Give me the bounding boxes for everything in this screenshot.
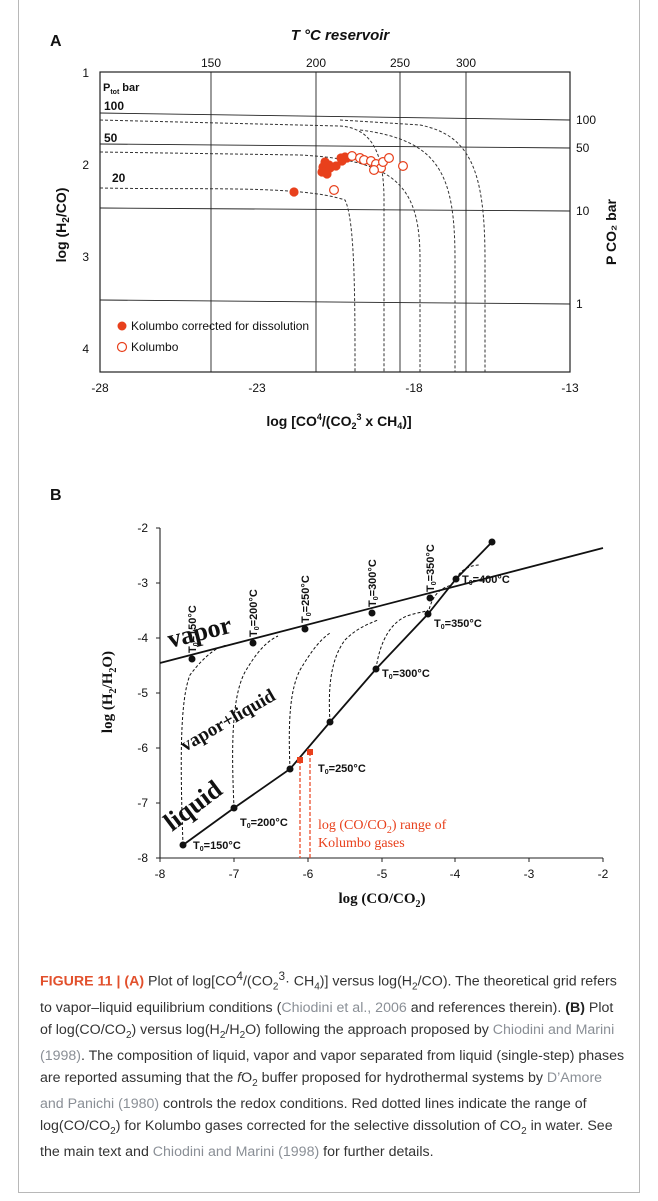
pressure-label-left: 50 (104, 131, 118, 145)
panel-a-plot-area (99, 71, 571, 373)
legend-open-label: Kolumbo (131, 340, 179, 354)
top-tick: 150 (201, 56, 221, 70)
kolumbo-corrected-point (322, 169, 332, 179)
x-tick: -18 (405, 381, 423, 395)
panel-b-x-ticks: -8 -7 -6 -5 -4 -3 -2 (155, 867, 609, 881)
liquid-label: liquid (158, 774, 228, 837)
kolumbo-point (347, 151, 358, 162)
panel-b-tickmarks (156, 527, 604, 862)
figure-caption: FIGURE 11 | (A) Plot of log[CO4/(CO23· C… (40, 969, 625, 1161)
y-tick: -6 (137, 741, 148, 755)
x-tick: -5 (377, 867, 388, 881)
x-tick: -8 (155, 867, 166, 881)
panel-b-y-title: log (H2/H2O) (100, 651, 119, 733)
panel-a-right-axis-title: P CO₂ bar (603, 199, 619, 265)
kolumbo-range-lines (299, 752, 311, 858)
temp-label: T0=150°C (193, 840, 241, 853)
temp-label: T0=150°C (187, 605, 200, 653)
panel-a-x-title: log [CO4/(CO23 x CH4)] (266, 412, 411, 431)
figure-frame (18, 0, 640, 1193)
kolumbo-points (329, 151, 409, 196)
x-tick: -28 (91, 381, 109, 395)
x-tick: -6 (303, 867, 314, 881)
x-tick: -7 (229, 867, 240, 881)
panel-a-pressure-lines (99, 112, 571, 305)
panel-b-points (179, 538, 496, 849)
temp-label: T0=400°C (462, 574, 510, 587)
panel-a-x-ticks: -28 -23 -18 -13 (91, 381, 579, 395)
y-tick: -7 (137, 796, 148, 810)
y-tick: -2 (137, 521, 148, 535)
y-tick: -8 (137, 851, 148, 865)
kolumbo-range-annotation: log (CO/CO2) range of (318, 818, 447, 836)
kolumbo-range-marker (307, 749, 313, 755)
vapor-liquid-label: vapor+liquid (177, 685, 280, 756)
panel-b-y-ticks: -2 -3 -4 -5 -6 -7 -8 (137, 521, 148, 865)
panel-b-dashed-connectors (180, 564, 481, 846)
x-tick: -23 (248, 381, 266, 395)
temp-label: T0=200°C (248, 589, 261, 637)
y-tick: 2 (82, 158, 89, 172)
panel-b-x-title: log (CO/CO2) (338, 891, 425, 910)
pressure-label-left: 20 (112, 171, 126, 185)
panel-b-liquid-temp-labels: T0=400°C T0=350°C T0=300°C T0=250°C T0=2… (193, 574, 510, 853)
panel-a-label: A (50, 33, 62, 50)
citation-link[interactable]: Chiodini and Marini (1998) (40, 1021, 615, 1065)
panel-a-top-ticks: 150 200 250 300 (201, 56, 476, 70)
temp-label: T0=250°C (300, 575, 313, 623)
temp-label: T0=300°C (367, 559, 380, 607)
kolumbo-point (384, 153, 395, 164)
figure-svg: A T °C reservoir 150 200 250 300 Ptot bar… (50, 27, 619, 910)
top-tick: 300 (456, 56, 476, 70)
temp-label: T0=350°C (425, 544, 438, 592)
pressure-label-right: 50 (576, 141, 590, 155)
panel-b-vapor-temp-labels: T0=150°C T0=200°C T0=250°C T0=300°C T0=3… (187, 544, 438, 653)
y-tick: 1 (82, 66, 89, 80)
legend-filled-label: Kolumbo corrected for dissolution (131, 319, 309, 333)
top-tick: 250 (390, 56, 410, 70)
kolumbo-range-annotation-2: Kolumbo gases (318, 836, 405, 851)
liquid-line (182, 541, 493, 846)
pressure-label-right: 100 (576, 113, 596, 127)
legend-filled-marker (117, 321, 127, 331)
panel-a-temp-lines (210, 72, 467, 372)
pressure-label-left: 100 (104, 99, 124, 113)
kolumbo-point (398, 161, 409, 172)
temp-label: T0=200°C (240, 817, 288, 830)
y-tick: 3 (82, 250, 89, 264)
citation-link[interactable]: Chiodini and Marini (1998) (152, 1144, 320, 1161)
temp-label: T0=250°C (318, 763, 366, 776)
y-tick: -4 (137, 631, 148, 645)
kolumbo-corrected-point (331, 161, 341, 171)
panel-a-y-title: log (H2/CO) (53, 188, 72, 263)
x-tick: -3 (524, 867, 535, 881)
top-tick: 200 (306, 56, 326, 70)
kolumbo-corrected-points (289, 152, 352, 197)
caption-figure-label: FIGURE 11 | (A) (40, 973, 145, 990)
x-tick: -2 (598, 867, 609, 881)
y-tick: -3 (137, 576, 148, 590)
kolumbo-point (329, 185, 340, 196)
ptot-label: Ptot bar (103, 82, 140, 96)
vapor-line (159, 547, 604, 664)
y-tick: 4 (82, 342, 89, 356)
panel-b-label: B (50, 487, 62, 504)
panel-a-dashed-curves (99, 119, 486, 373)
citation-link[interactable]: D’Amore and Panichi (1980) (40, 1069, 603, 1113)
temp-label: T0=300°C (382, 668, 430, 681)
pressure-label-right: 1 (576, 297, 583, 311)
x-tick: -4 (450, 867, 461, 881)
kolumbo-range-marker (297, 757, 303, 763)
kolumbo-point (369, 165, 380, 176)
panel-a-y-ticks: 1 2 3 4 (82, 66, 89, 356)
kolumbo-corrected-point (289, 187, 299, 197)
panel-a-top-axis-title: T °C reservoir (291, 27, 391, 44)
pressure-label-right: 10 (576, 204, 590, 218)
citation-link[interactable]: Chiodini et al., 2006 (281, 1000, 407, 1017)
legend-open-marker (116, 341, 128, 353)
x-tick: -13 (561, 381, 579, 395)
temp-label: T0=350°C (434, 618, 482, 631)
y-tick: -5 (137, 686, 148, 700)
